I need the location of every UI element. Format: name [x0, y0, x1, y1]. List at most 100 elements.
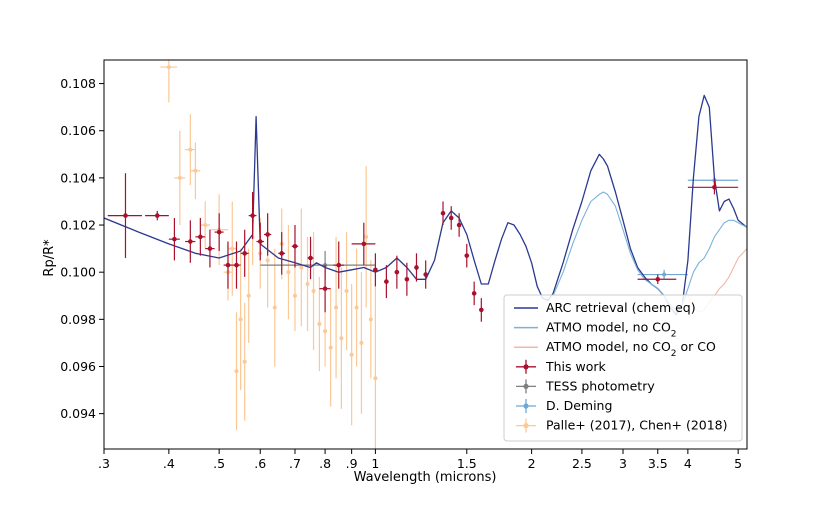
palle-2017-chen-2018-point [234, 312, 239, 431]
palle-2017-chen-2018-point [368, 260, 373, 379]
x-tick-label: .5 [213, 456, 225, 471]
palle-2017-chen-2018-point [190, 142, 201, 200]
this-work-marker [440, 210, 446, 216]
this-work-point [384, 265, 389, 299]
this-work-marker [394, 269, 400, 275]
palle-2017-chen-2018-marker [334, 305, 339, 310]
palle-2017-chen-2018-point [227, 201, 237, 296]
this-work-marker [257, 239, 263, 244]
palle-2017-chen-2018-point [328, 288, 333, 407]
legend-entry-palle-2017-chen-2018: Palle+ (2017), Chen+ (2018) [516, 418, 728, 433]
palle-2017-chen-2018-points [160, 60, 378, 449]
this-work-point [687, 180, 739, 195]
y-axis-label: Rp/R* [42, 239, 57, 277]
palle-2017-chen-2018-point [359, 272, 364, 414]
x-tick-label: 3 [619, 456, 627, 471]
this-work-point [232, 241, 241, 289]
palle-2017-chen-2018-marker [299, 265, 304, 270]
this-work-point [195, 217, 206, 256]
palle-2017-chen-2018-point [299, 208, 304, 327]
palle-2017-chen-2018-marker [328, 345, 333, 350]
this-work-point [351, 222, 376, 266]
palle-2017-chen-2018-marker [354, 305, 359, 310]
this-work-marker [479, 307, 484, 313]
d-deming-marker [662, 272, 667, 277]
palle-2017-chen-2018-marker [272, 305, 277, 310]
this-work-marker [712, 185, 717, 190]
palle-2017-chen-2018-point [339, 267, 344, 409]
palle-2017-chen-2018-point [344, 232, 349, 350]
palle-2017-chen-2018-point [317, 276, 322, 372]
x-tick-label: 1 [371, 456, 379, 471]
y-tick-label: 0.106 [60, 123, 96, 138]
legend-entry-d-deming: D. Deming [516, 398, 612, 413]
this-work-marker [242, 251, 247, 256]
legend-entry-atmo-model-no-co: ATMO model, no CO2 [514, 320, 677, 340]
this-work-point [307, 236, 314, 280]
legend-swatch-marker [523, 364, 529, 370]
y-tick-label: 0.108 [60, 76, 96, 91]
this-work-points [107, 173, 739, 322]
x-tick-label: .3 [98, 456, 110, 471]
palle-2017-chen-2018-marker [234, 369, 239, 374]
legend-label-subscript: 2 [671, 349, 677, 359]
palle-2017-chen-2018-marker [368, 317, 373, 322]
palle-2017-chen-2018-marker [311, 289, 316, 294]
this-work-marker [123, 213, 128, 218]
this-work-marker [225, 262, 231, 268]
this-work-marker [464, 253, 470, 258]
this-work-point [464, 243, 470, 268]
d-deming-point [637, 269, 688, 280]
palle-2017-chen-2018-marker [339, 336, 344, 341]
legend-label: D. Deming [546, 398, 612, 413]
legend-entry-arc-retrieval-chem-eq: ARC retrieval (chem eq) [514, 300, 696, 315]
this-work-point [333, 241, 344, 289]
palle-2017-chen-2018-point [185, 114, 196, 185]
palle-2017-chen-2018-marker [166, 65, 171, 70]
y-axis-label-group: Rp/R* [42, 239, 57, 277]
legend-swatch-marker [523, 403, 529, 409]
y-tick-label: 0.098 [60, 312, 96, 327]
y-tick-label: 0.102 [60, 218, 96, 233]
x-tick-label: .4 [163, 456, 175, 471]
this-work-marker [448, 215, 454, 221]
x-tick-label: 3.5 [648, 456, 668, 471]
this-work-point [214, 213, 224, 251]
plot-area [104, 60, 747, 449]
this-work-marker [308, 255, 313, 261]
palle-2017-chen-2018-point [200, 201, 210, 249]
legend-entry-tess-photometry: TESS photometry [516, 378, 655, 394]
this-work-point [440, 201, 446, 226]
palle-2017-chen-2018-marker [265, 258, 270, 263]
y-tick-label: 0.096 [60, 359, 96, 374]
this-work-marker [154, 213, 160, 218]
this-work-point [479, 298, 484, 322]
x-tick-label: .9 [346, 456, 358, 471]
this-work-marker [172, 236, 177, 242]
palle-2017-chen-2018-marker [344, 289, 349, 294]
this-work-marker [292, 243, 298, 249]
this-work-point [168, 217, 180, 261]
this-work-point [107, 173, 142, 259]
palle-2017-chen-2018-marker [359, 340, 364, 345]
palle-2017-chen-2018-point [238, 248, 243, 391]
palle-2017-chen-2018-marker [373, 376, 378, 381]
series-layer [104, 60, 747, 449]
palle-2017-chen-2018-point [349, 283, 354, 426]
palle-2017-chen-2018-marker [246, 293, 251, 298]
this-work-marker [322, 286, 328, 291]
this-work-point [248, 192, 257, 240]
x-tick-label: 1.5 [457, 456, 477, 471]
palle-2017-chen-2018-point [286, 225, 291, 320]
this-work-point [448, 206, 454, 230]
this-work-marker [216, 229, 222, 235]
y-tick-label: 0.104 [60, 170, 96, 185]
x-tick-label: 2 [528, 456, 536, 471]
this-work-point [263, 213, 272, 256]
x-tick-label: .7 [289, 456, 301, 471]
palle-2017-chen-2018-marker [286, 270, 291, 275]
this-work-marker [265, 232, 270, 237]
palle-2017-chen-2018-point [160, 60, 178, 103]
this-work-point [423, 260, 428, 289]
